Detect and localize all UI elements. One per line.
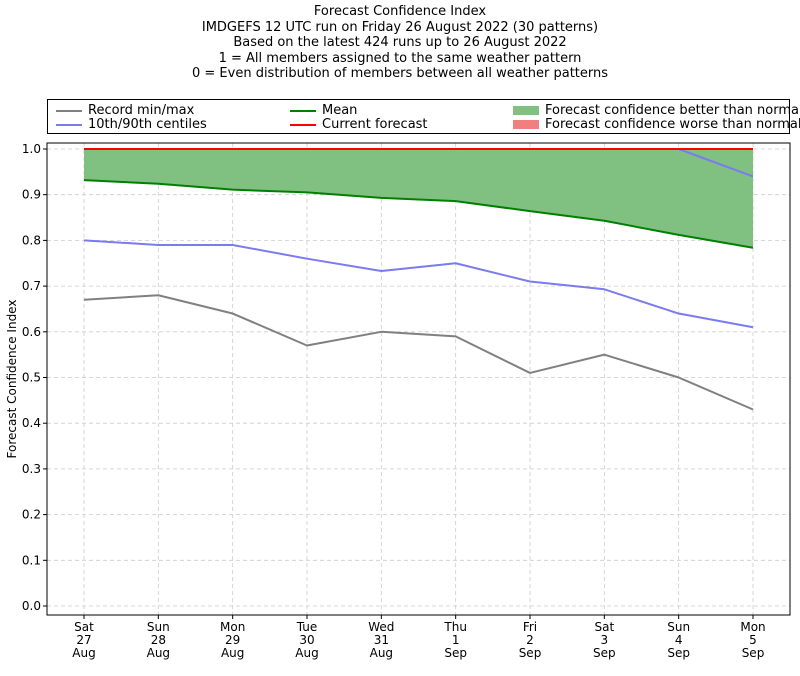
x-tick-label: Mon: [740, 620, 765, 634]
y-tick-label: 0.1: [22, 553, 41, 567]
y-tick-label: 0.0: [22, 599, 41, 613]
y-tick-label: 0.9: [22, 188, 41, 202]
series-line-mean: [83, 179, 754, 249]
title-line-2: IMDGEFS 12 UTC run on Friday 26 August 2…: [201, 19, 599, 35]
x-tick-label: 2: [526, 633, 534, 647]
x-tick-label: 28: [151, 633, 166, 647]
legend-item-worse: Forecast confidence worse than normal: [513, 117, 800, 132]
x-tick-label: Fri: [523, 620, 537, 634]
x-tick-label: Tue: [296, 620, 318, 634]
x-tick-label: Sat: [594, 620, 614, 634]
x-tick-label: Aug: [147, 646, 170, 660]
legend-swatch-centiles: [56, 123, 82, 126]
y-tick-label: 0.7: [22, 279, 41, 293]
x-tick-label: 31: [374, 633, 389, 647]
legend-item-current: Current forecast: [290, 117, 428, 132]
x-tick-label: Thu: [443, 620, 467, 634]
legend: Record min/max 10th/90th centiles Mean C…: [47, 99, 800, 134]
x-tick-label: Aug: [72, 646, 95, 660]
x-tick-label: Sun: [147, 620, 170, 634]
x-tick-label: Sep: [742, 646, 765, 660]
x-tick-label: Sep: [593, 646, 616, 660]
series-line-10th-90th-centiles: [83, 239, 754, 329]
x-tick-label: 30: [299, 633, 314, 647]
legend-label-centiles: 10th/90th centiles: [88, 117, 207, 132]
y-axis-label: Forecast Confidence Index: [5, 300, 19, 459]
x-tick-label: Aug: [295, 646, 318, 660]
title-line-4: 1 = All members assigned to the same wea…: [218, 50, 582, 66]
title-line-5: 0 = Even distribution of members between…: [191, 66, 609, 81]
title-line-1: Forecast Confidence Index: [313, 4, 487, 19]
x-tick-label: Sun: [667, 620, 690, 634]
legend-swatch-record: [56, 109, 82, 112]
x-tick-label: Wed: [368, 620, 394, 634]
x-tick-label: Mon: [220, 620, 245, 634]
legend-swatch-worse: [513, 120, 539, 129]
fill-layer: [84, 149, 753, 248]
x-tick-label: Aug: [221, 646, 244, 660]
x-tick-label: 1: [452, 633, 460, 647]
y-tick-label: 0.2: [22, 508, 41, 522]
x-tick-label: 27: [76, 633, 91, 647]
x-tick-label: 4: [675, 633, 683, 647]
x-tick-label: Sat: [74, 620, 94, 634]
axis-layer: 0.00.10.20.30.40.50.60.70.80.91.0Sat27Au…: [22, 142, 766, 660]
title-line-3: Based on the latest 424 runs up to 26 Au…: [233, 35, 567, 50]
legend-item-mean: Mean: [290, 103, 357, 118]
legend-label-better: Forecast confidence better than normal: [545, 103, 800, 118]
legend-swatch-better: [513, 106, 539, 115]
chart-title: Forecast Confidence Index IMDGEFS 12 UTC…: [0, 4, 800, 82]
plot-frame: [46, 142, 791, 616]
legend-item-record: Record min/max: [56, 103, 194, 118]
legend-label-record: Record min/max: [88, 103, 195, 118]
y-tick-label: 0.5: [22, 371, 41, 385]
y-tick-label: 0.3: [22, 462, 41, 476]
y-tick-label: 0.4: [22, 416, 41, 430]
legend-item-centiles: 10th/90th centiles: [56, 117, 207, 132]
legend-label-worse: Forecast confidence worse than normal: [545, 117, 800, 132]
x-tick-label: Sep: [519, 646, 542, 660]
x-tick-label: Sep: [444, 646, 467, 660]
legend-item-better: Forecast confidence better than normal: [513, 103, 800, 118]
y-tick-label: 0.6: [22, 325, 41, 339]
y-tick-label: 0.8: [22, 233, 41, 247]
legend-swatch-mean: [290, 109, 316, 112]
fill-better-than-normal: [84, 149, 753, 248]
series-layer: [83, 148, 754, 411]
y-tick-label: 1.0: [22, 142, 41, 156]
x-tick-label: Sep: [667, 646, 690, 660]
legend-label-current: Current forecast: [322, 117, 428, 132]
x-tick-label: 29: [225, 633, 240, 647]
x-tick-label: 5: [749, 633, 757, 647]
series-line-record-min-max: [83, 294, 754, 411]
x-tick-label: Aug: [370, 646, 393, 660]
x-tick-label: 3: [601, 633, 609, 647]
legend-swatch-current: [290, 123, 316, 126]
legend-label-mean: Mean: [322, 103, 358, 118]
